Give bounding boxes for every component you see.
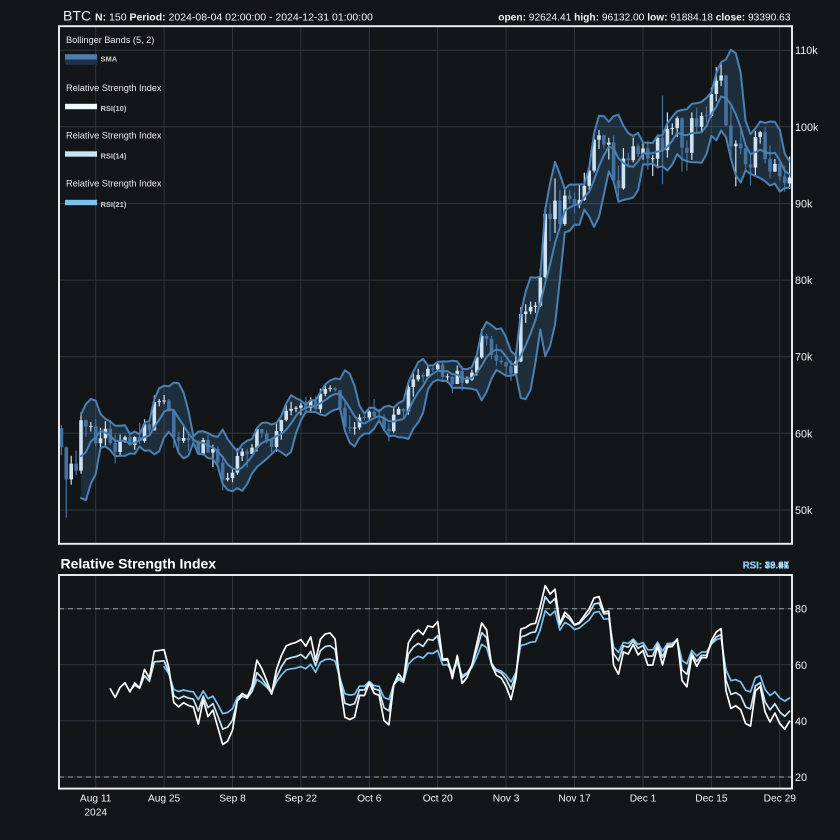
svg-text:RSI(10): RSI(10) [101,104,127,113]
svg-text:Bollinger Bands (5, 2): Bollinger Bands (5, 2) [66,35,154,45]
svg-text:20: 20 [795,772,807,784]
svg-text:70k: 70k [795,352,813,364]
svg-text:RSI(14): RSI(14) [101,152,127,161]
svg-text:Relative Strength Index: Relative Strength Index [61,555,217,571]
svg-text:Nov 17: Nov 17 [558,793,591,804]
svg-text:Dec 29: Dec 29 [764,793,797,804]
svg-text:80: 80 [795,604,807,616]
svg-text:110k: 110k [795,45,818,57]
svg-text:Relative Strength Index: Relative Strength Index [66,83,162,93]
svg-text:RSI: 43.47: RSI: 43.47 [743,560,789,571]
svg-text:RSI: 39.91: RSI: 39.91 [743,560,790,571]
svg-text:Dec 15: Dec 15 [695,793,728,804]
svg-text:2024: 2024 [84,807,107,818]
svg-text:Oct 6: Oct 6 [357,793,382,804]
svg-text:open: 92624.41 high: 96132.00: open: 92624.41 high: 96132.00 low: 91884… [498,13,791,24]
svg-text:60: 60 [795,660,807,672]
svg-text:100k: 100k [795,122,819,134]
svg-text:Aug 11: Aug 11 [80,793,112,804]
svg-text:40: 40 [795,716,807,728]
svg-text:Dec 1: Dec 1 [630,793,657,804]
svg-text:Relative Strength Index: Relative Strength Index [66,131,162,141]
svg-text:90k: 90k [795,199,813,211]
svg-text:RSI(21): RSI(21) [101,200,127,209]
svg-text:Sep 22: Sep 22 [285,793,318,804]
svg-text:50k: 50k [795,505,813,517]
svg-text:Sep 8: Sep 8 [219,793,246,804]
svg-text:60k: 60k [795,428,813,440]
svg-text:80k: 80k [795,275,813,287]
svg-text:BTC: BTC [63,8,91,24]
svg-text:N: 150 Period: 2024-08-04 02:0: N: 150 Period: 2024-08-04 02:00:00 - 202… [95,12,373,24]
svg-text:Nov 3: Nov 3 [493,793,520,804]
svg-text:Aug 25: Aug 25 [148,793,181,804]
svg-text:Oct 20: Oct 20 [423,793,453,804]
svg-text:RSI: 48.16: RSI: 48.16 [743,560,790,571]
svg-text:Relative Strength Index: Relative Strength Index [66,179,162,189]
svg-text:SMA: SMA [101,55,118,64]
